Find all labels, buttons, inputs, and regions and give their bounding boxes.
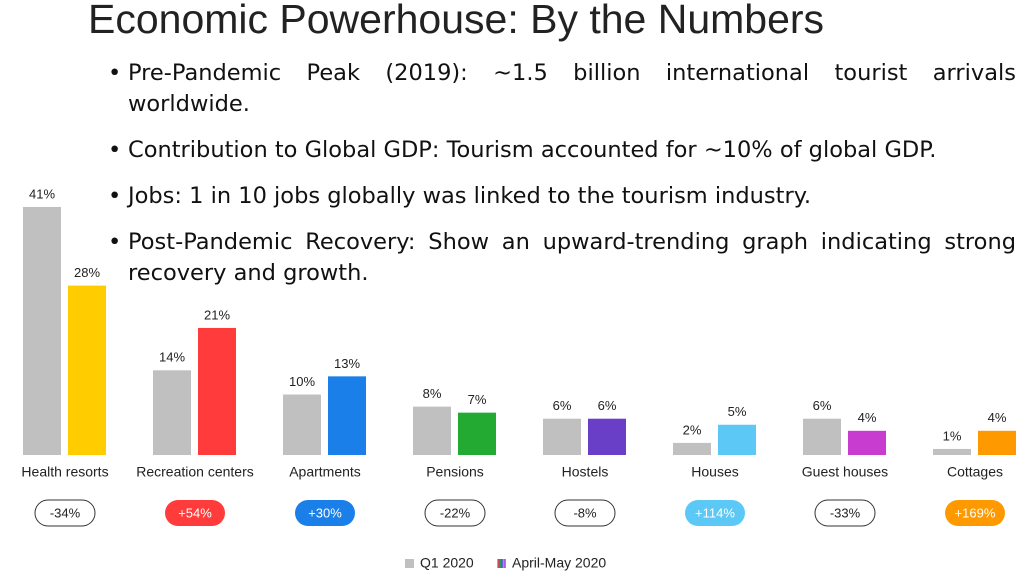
change-label: -33% [830,505,861,520]
x-tick-label: Apartments [289,464,361,480]
change-pill [814,499,876,527]
legend-label: April-May 2020 [512,555,606,571]
bar [328,376,366,455]
change-pill [424,499,486,527]
value-label: 14% [159,350,185,365]
change-label: -34% [50,505,81,520]
change-label: +30% [308,505,342,520]
change-pill [554,499,616,527]
value-label: 1% [943,428,962,443]
value-label: 4% [858,410,877,425]
change-label: +54% [178,505,212,520]
bar [198,327,236,455]
bar [458,412,496,455]
x-tick-label: Cottages [947,464,1003,480]
bar [543,418,581,455]
change-label: -22% [440,505,471,520]
legend-swatch [405,559,414,568]
x-tick-label: Recreation centers [136,464,254,480]
bar [718,424,756,455]
value-label: 5% [728,404,747,419]
value-label: 10% [289,374,315,389]
bullet: Post-Pandemic Recovery: Show an upward-t… [108,227,1016,289]
bar [153,370,191,455]
change-label: +169% [955,505,996,520]
change-pill [165,500,225,526]
x-tick-label: Houses [691,464,738,480]
slide-title: Economic Powerhouse: By the Numbers [88,0,825,42]
change-pill [945,500,1005,526]
bar [803,418,841,455]
change-pill [685,500,745,526]
bar [588,418,626,455]
bar [848,430,886,455]
x-tick-label: Guest houses [802,464,888,480]
value-label: 6% [813,398,832,413]
bar [413,406,451,455]
bar [978,430,1016,455]
value-label: 7% [468,392,487,407]
bar [23,206,61,455]
legend-label: Q1 2020 [420,555,474,571]
bullet: Contribution to Global GDP: Tourism acco… [108,135,1016,166]
x-tick-label: Health resorts [21,464,108,480]
bar [283,394,321,455]
change-pill [34,499,96,527]
legend-swatch [497,559,506,568]
value-label: 8% [423,386,442,401]
value-label: 41% [29,186,55,201]
value-label: 21% [204,307,230,322]
bar [933,448,971,455]
value-label: 2% [683,422,702,437]
change-label: +114% [695,505,735,520]
x-tick-label: Hostels [562,464,609,480]
bullet: Pre-Pandemic Peak (2019): ~1.5 billion i… [108,58,1016,120]
bar [68,285,106,455]
value-label: 6% [553,398,572,413]
bullet-list: Pre-Pandemic Peak (2019): ~1.5 billion i… [108,58,1016,304]
value-label: 4% [988,410,1007,425]
x-tick-label: Pensions [426,464,484,480]
value-label: 6% [598,398,617,413]
value-label: 28% [74,265,100,280]
bullet: Jobs: 1 in 10 jobs globally was linked t… [108,181,1016,212]
value-label: 13% [334,356,360,371]
change-pill [295,500,355,526]
change-label: -8% [573,505,597,520]
bar [673,442,711,455]
